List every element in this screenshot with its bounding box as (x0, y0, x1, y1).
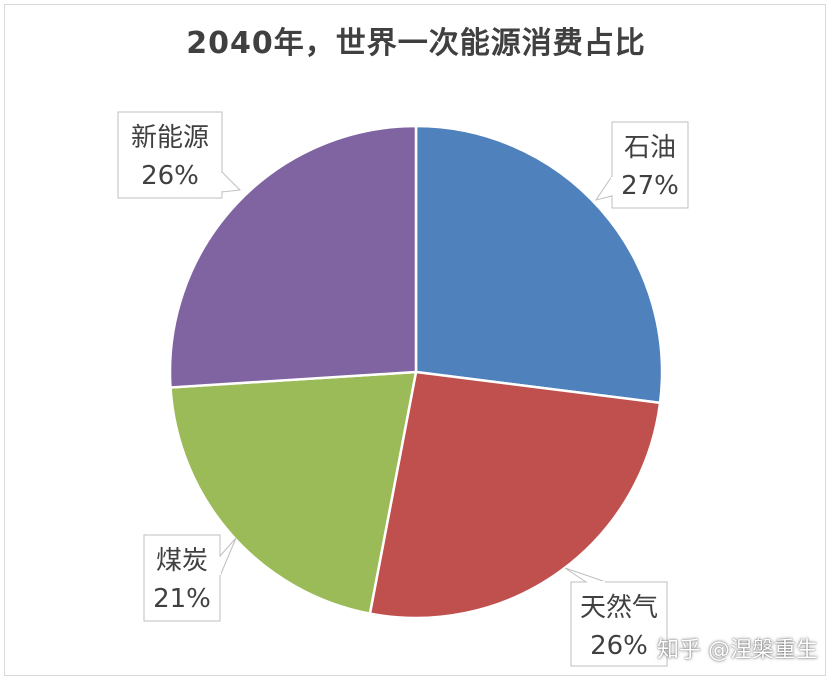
callout-pointer (219, 537, 237, 577)
data-label-value: 27% (621, 171, 679, 201)
data-label-category: 石油 (624, 133, 676, 163)
data-label-category: 新能源 (131, 123, 209, 153)
data-label-category: 天然气 (580, 593, 658, 623)
callout-box (611, 121, 689, 209)
callout-pointer (594, 174, 613, 201)
data-label-1: 石油 27% (594, 121, 689, 209)
data-label-4: 新能源 26% (117, 111, 242, 199)
pie-slice-1 (414, 124, 664, 405)
callout-box (143, 534, 221, 622)
watermark: 知乎 @涅槃重生 (657, 638, 818, 663)
callout-pointer (221, 170, 242, 193)
data-label-value: 21% (153, 584, 211, 614)
data-label-2: 天然气 26% (564, 567, 668, 667)
callout-pointer (564, 567, 607, 583)
chart-title: 2040年，世界一次能源消费占比 (186, 26, 646, 61)
data-label-3: 煤炭 21% (143, 534, 237, 622)
pie-slice-4 (168, 124, 418, 389)
data-label-category: 煤炭 (156, 546, 208, 576)
pie-slice-2 (368, 370, 662, 620)
callout-box (570, 581, 668, 667)
pie-slice-3 (169, 370, 418, 616)
data-label-value: 26% (590, 631, 648, 661)
data-label-value: 26% (141, 161, 199, 191)
callout-box (117, 111, 223, 199)
